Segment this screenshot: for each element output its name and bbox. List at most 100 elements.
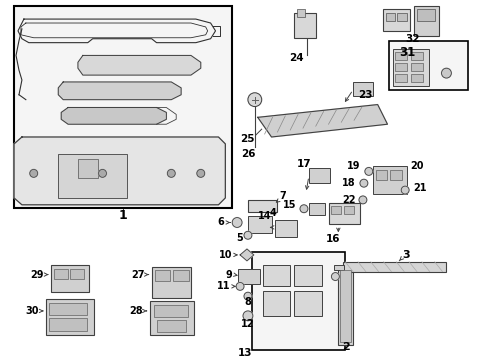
Bar: [49, 318, 86, 330]
Polygon shape: [14, 137, 225, 205]
Bar: [46, 299, 94, 334]
Polygon shape: [58, 82, 181, 100]
Text: 1: 1: [119, 209, 127, 222]
Circle shape: [232, 217, 242, 228]
Bar: [262, 265, 289, 286]
Circle shape: [244, 231, 251, 239]
Text: 16: 16: [325, 234, 340, 244]
Bar: [308, 168, 330, 183]
Text: 18: 18: [342, 178, 355, 188]
Circle shape: [358, 196, 366, 204]
Text: 5: 5: [236, 233, 243, 243]
Circle shape: [197, 170, 204, 177]
Circle shape: [236, 283, 244, 290]
Text: 9: 9: [225, 270, 232, 280]
Polygon shape: [240, 249, 253, 261]
Bar: [340, 270, 350, 342]
Polygon shape: [78, 55, 201, 75]
Bar: [173, 270, 188, 282]
Circle shape: [359, 179, 367, 187]
Text: 2: 2: [342, 342, 349, 352]
Text: 13: 13: [237, 348, 251, 358]
Bar: [388, 41, 467, 90]
Text: 8: 8: [244, 297, 251, 307]
Bar: [238, 269, 259, 284]
Bar: [297, 9, 305, 17]
Text: 31: 31: [398, 46, 414, 59]
Circle shape: [401, 186, 408, 194]
Bar: [416, 9, 434, 21]
Bar: [49, 303, 86, 315]
Text: 14: 14: [258, 211, 271, 221]
Bar: [51, 265, 88, 292]
Text: 30: 30: [25, 306, 39, 316]
Bar: [70, 269, 83, 279]
Text: 24: 24: [288, 53, 303, 63]
Bar: [394, 63, 407, 71]
Bar: [247, 216, 271, 233]
Bar: [151, 267, 190, 298]
Text: 11: 11: [216, 282, 230, 291]
Text: 10: 10: [218, 250, 232, 260]
Text: 26: 26: [240, 149, 255, 159]
Bar: [410, 74, 422, 82]
Bar: [396, 13, 407, 21]
Bar: [352, 82, 372, 96]
Bar: [251, 252, 345, 350]
Circle shape: [243, 311, 252, 321]
Text: 25: 25: [240, 134, 254, 144]
Polygon shape: [257, 104, 386, 137]
Bar: [385, 13, 394, 21]
Circle shape: [331, 273, 339, 280]
Bar: [275, 220, 297, 237]
Text: 22: 22: [342, 195, 355, 205]
Circle shape: [167, 170, 175, 177]
Bar: [375, 170, 386, 180]
Bar: [293, 13, 315, 38]
Circle shape: [441, 68, 450, 78]
Text: 12: 12: [241, 319, 254, 329]
Bar: [54, 269, 68, 279]
Bar: [156, 320, 185, 332]
Text: 29: 29: [30, 270, 43, 280]
Text: 3: 3: [402, 250, 409, 260]
Bar: [293, 265, 321, 286]
Bar: [153, 305, 187, 317]
Bar: [372, 166, 407, 194]
Circle shape: [364, 167, 372, 175]
Text: 7: 7: [279, 191, 285, 201]
Text: 28: 28: [129, 306, 142, 316]
Circle shape: [247, 93, 261, 107]
Bar: [308, 203, 324, 215]
Bar: [389, 170, 402, 180]
Circle shape: [99, 170, 106, 177]
Bar: [262, 291, 289, 316]
Bar: [58, 154, 127, 198]
Bar: [293, 291, 321, 316]
Bar: [392, 49, 428, 86]
Bar: [382, 9, 409, 31]
Circle shape: [30, 170, 38, 177]
Bar: [149, 301, 194, 336]
Bar: [154, 270, 170, 282]
Bar: [328, 203, 359, 224]
Text: 17: 17: [296, 158, 311, 168]
Text: 27: 27: [131, 270, 144, 280]
Bar: [343, 262, 446, 272]
Text: 32: 32: [405, 34, 419, 44]
Text: 15: 15: [282, 200, 296, 210]
Bar: [394, 53, 407, 60]
Text: 6: 6: [217, 217, 224, 228]
Text: 19: 19: [346, 162, 359, 171]
Bar: [78, 159, 98, 178]
Bar: [338, 267, 352, 345]
Bar: [410, 63, 422, 71]
Text: 20: 20: [409, 162, 423, 171]
Bar: [334, 265, 344, 270]
Text: 4: 4: [269, 208, 276, 218]
Bar: [247, 200, 277, 212]
Bar: [14, 6, 232, 208]
Bar: [344, 206, 353, 213]
Text: 21: 21: [412, 183, 426, 193]
Circle shape: [300, 205, 307, 213]
